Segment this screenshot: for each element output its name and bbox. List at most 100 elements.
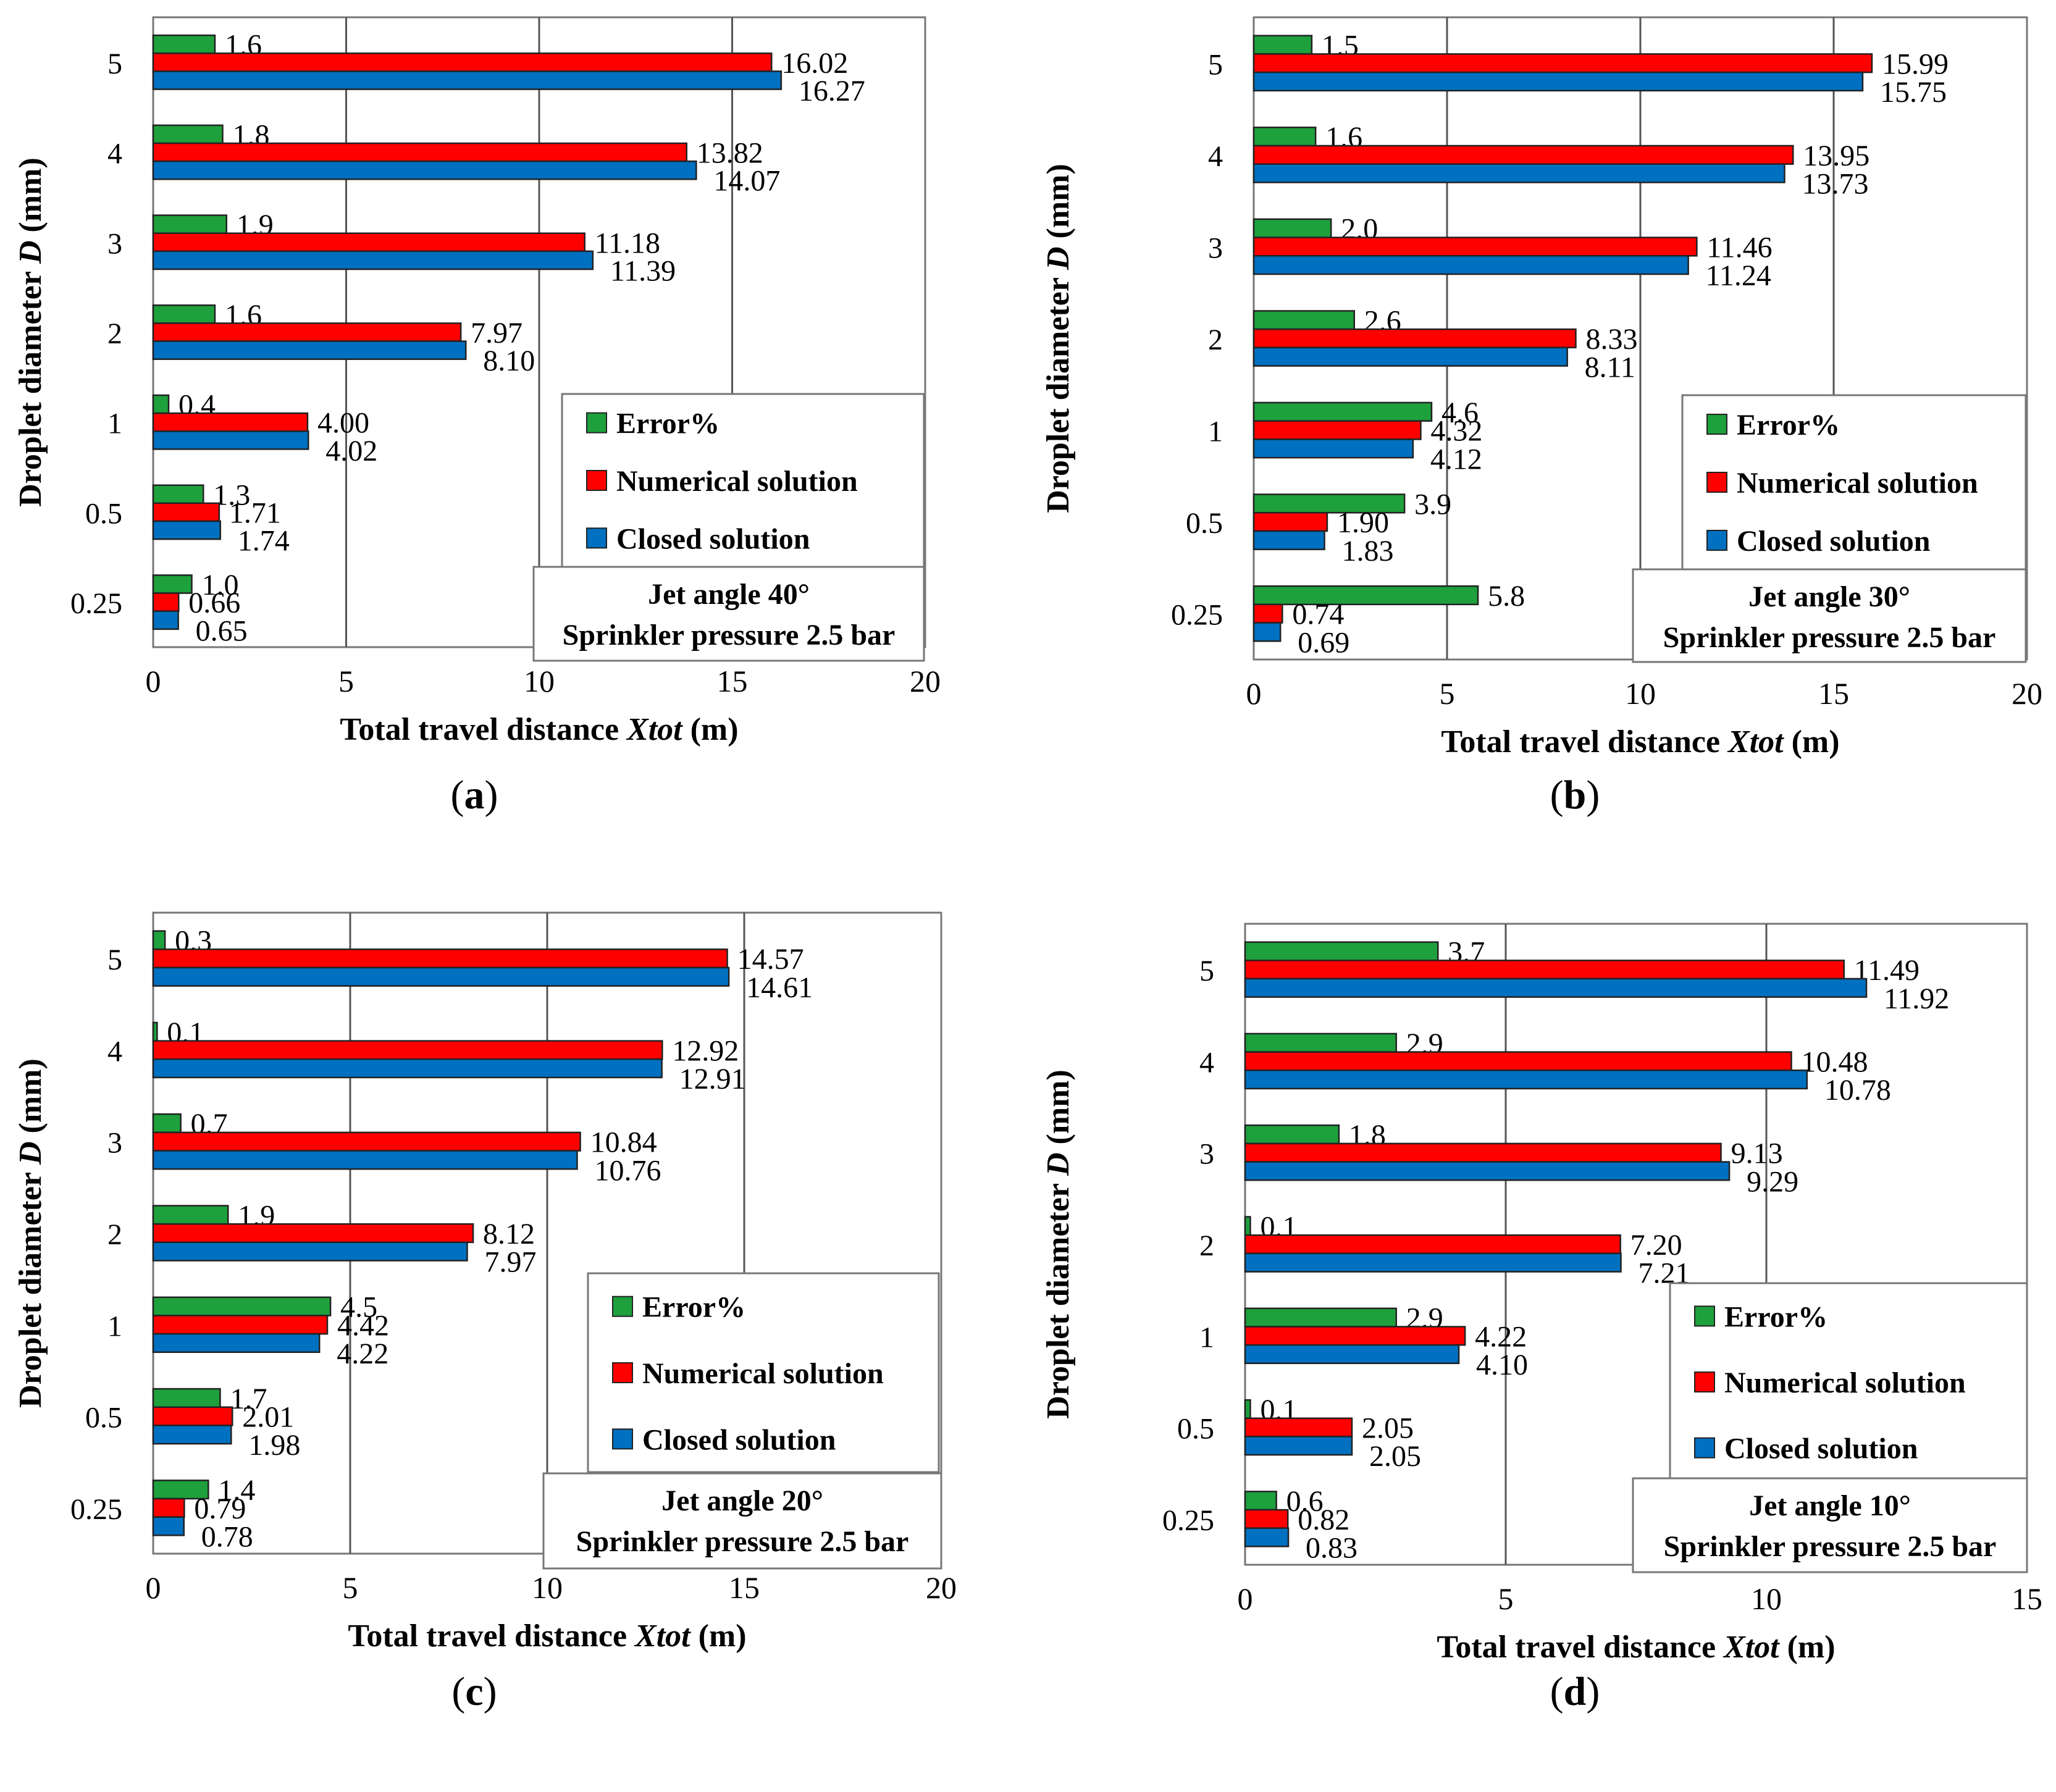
bar-error- xyxy=(152,1113,182,1134)
data-label: 2.01 xyxy=(242,1401,294,1434)
bar-numerical-solution xyxy=(152,592,180,612)
bar-error- xyxy=(152,574,193,594)
data-label: 0.69 xyxy=(1298,626,1349,659)
y-tick-label: 2 xyxy=(1208,324,1223,356)
data-label: 1.0 xyxy=(202,569,239,601)
data-label: 10.84 xyxy=(590,1126,657,1159)
bar-error- xyxy=(1252,218,1332,238)
bar-numerical-solution xyxy=(152,232,585,253)
bar-numerical-solution xyxy=(1252,603,1283,624)
y-tick-label: 0.25 xyxy=(70,1493,122,1526)
bar-closed-solution xyxy=(1244,1161,1731,1181)
data-label: 7.97 xyxy=(471,317,522,350)
data-label: 0.83 xyxy=(1306,1532,1357,1565)
bar-closed-solution xyxy=(152,520,221,540)
bar-closed-solution xyxy=(1244,1070,1808,1090)
bar-error- xyxy=(152,1296,332,1317)
x-tick-label: 20 xyxy=(926,1570,957,1605)
data-label: 1.74 xyxy=(238,525,290,558)
x-tick-label: 0 xyxy=(146,1570,161,1605)
legend-label: Numerical solution xyxy=(642,1357,884,1390)
bar-error- xyxy=(1252,401,1433,422)
y-tick-label: 5 xyxy=(1208,48,1223,81)
y-tick-label: 0.5 xyxy=(85,497,122,530)
bar-error- xyxy=(1244,941,1439,961)
bar-numerical-solution xyxy=(1244,1142,1722,1163)
x-axis-label: Total travel distance Xtot (m) xyxy=(1437,1630,1835,1665)
bar-error- xyxy=(152,930,166,950)
legend-label: Numerical solution xyxy=(1737,467,1978,500)
bar-closed-solution xyxy=(152,1333,321,1354)
bar-numerical-solution xyxy=(1252,512,1328,532)
data-label: 11.92 xyxy=(1884,982,1949,1015)
bar-closed-solution xyxy=(152,1241,468,1262)
bar-closed-solution xyxy=(152,160,697,180)
bar-numerical-solution xyxy=(1244,1234,1621,1255)
data-label: 1.7 xyxy=(230,1383,267,1415)
info-text: Sprinkler pressure 2.5 bar xyxy=(1663,621,1996,654)
bar-closed-solution xyxy=(152,610,179,630)
bar-numerical-solution xyxy=(1252,420,1422,440)
bar-closed-solution xyxy=(152,966,730,987)
x-tick-label: 15 xyxy=(717,664,748,698)
bar-numerical-solution xyxy=(1252,53,1873,73)
y-axis-label: Droplet diameter D (mm) xyxy=(13,1058,48,1408)
bar-error- xyxy=(1244,1491,1277,1511)
bar-numerical-solution xyxy=(152,502,220,522)
bar-numerical-solution xyxy=(152,52,773,72)
data-label: 8.12 xyxy=(483,1218,535,1250)
data-label: 4.5 xyxy=(340,1291,377,1324)
x-tick-label: 10 xyxy=(532,1570,563,1605)
y-tick-label: 4 xyxy=(107,1035,122,1068)
data-label: 1.98 xyxy=(248,1429,300,1462)
legend-swatch xyxy=(612,1296,633,1317)
bar-error- xyxy=(152,304,216,324)
data-label: 4.42 xyxy=(337,1309,389,1342)
data-label: 1.71 xyxy=(229,496,281,529)
panel-caption: (c) xyxy=(451,1669,497,1714)
bar-closed-solution xyxy=(152,1425,232,1445)
x-tick-label: 5 xyxy=(1498,1581,1514,1616)
chart-svg: 0 5 10 15 2051.515.9915.7541.613.9513.7332.0… xyxy=(1041,16,2042,760)
data-label: 11.24 xyxy=(1706,259,1771,292)
bar-numerical-solution xyxy=(152,322,462,342)
data-label: 0.79 xyxy=(194,1493,246,1525)
bar-error- xyxy=(1252,310,1356,330)
data-label: 2.05 xyxy=(1369,1440,1421,1473)
bar-closed-solution xyxy=(152,340,467,360)
bar-error- xyxy=(152,1205,229,1225)
x-tick-label: 0 xyxy=(1246,676,1262,711)
bar-error- xyxy=(1244,1032,1398,1053)
data-label: 13.95 xyxy=(1803,140,1869,172)
bar-error- xyxy=(152,1388,221,1408)
bar-numerical-solution xyxy=(1244,1509,1289,1529)
data-label: 15.99 xyxy=(1882,48,1949,80)
data-label: 11.39 xyxy=(610,254,676,287)
bar-numerical-solution xyxy=(1252,328,1577,349)
bar-numerical-solution xyxy=(152,142,687,162)
legend-swatch xyxy=(586,527,607,549)
data-label: 10.76 xyxy=(594,1154,661,1187)
legend xyxy=(1681,394,2027,571)
x-tick-label: 5 xyxy=(343,1570,358,1605)
info-box xyxy=(542,1472,942,1570)
x-axis-label: Total travel distance Xtot (m) xyxy=(1441,724,1839,760)
y-tick-label: 1 xyxy=(1199,1321,1214,1354)
bar-closed-solution xyxy=(1252,622,1282,642)
y-tick-label: 0.5 xyxy=(85,1402,122,1434)
y-tick-label: 0.25 xyxy=(1171,599,1223,632)
y-tick-label: 3 xyxy=(1199,1138,1214,1171)
data-label: 2.05 xyxy=(1362,1412,1414,1445)
data-label: 14.57 xyxy=(737,943,804,976)
bar-closed-solution xyxy=(1244,1436,1353,1456)
bar-numerical-solution xyxy=(152,1040,663,1060)
y-tick-label: 0.5 xyxy=(1186,507,1223,540)
data-label: 10.48 xyxy=(1802,1045,1868,1078)
legend-label: Closed solution xyxy=(1724,1433,1918,1465)
x-tick-label: 15 xyxy=(1818,676,1849,711)
legend-label: Error% xyxy=(642,1291,745,1324)
bar-numerical-solution xyxy=(1244,1417,1353,1438)
bar-error- xyxy=(1252,127,1317,147)
bar-error- xyxy=(152,34,216,54)
bar-numerical-solution xyxy=(152,1223,474,1244)
